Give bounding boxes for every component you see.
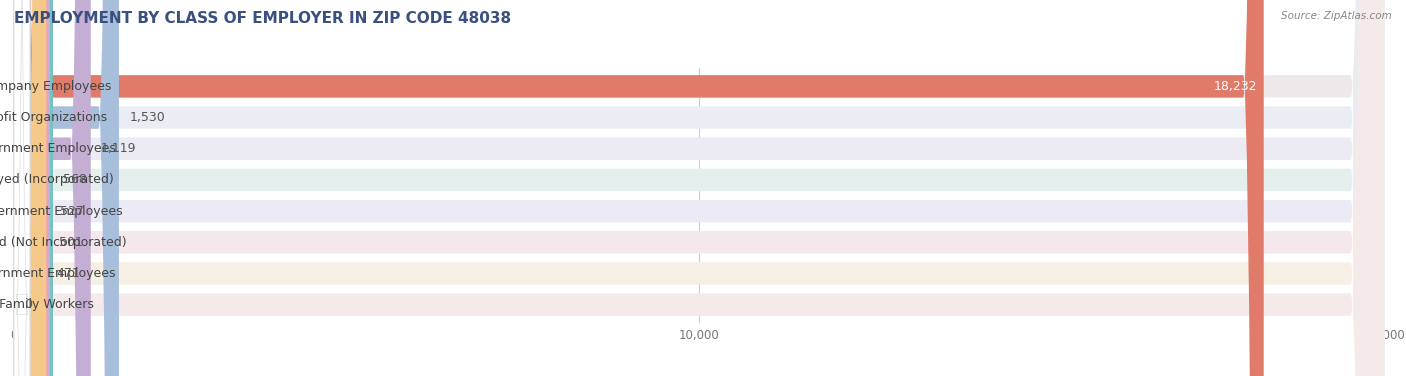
FancyBboxPatch shape [14, 0, 53, 376]
Text: Self-Employed (Incorporated): Self-Employed (Incorporated) [0, 173, 114, 186]
FancyBboxPatch shape [14, 0, 48, 376]
FancyBboxPatch shape [14, 0, 1385, 376]
Text: Source: ZipAtlas.com: Source: ZipAtlas.com [1281, 11, 1392, 21]
Text: 527: 527 [60, 205, 84, 218]
Text: Unpaid Family Workers: Unpaid Family Workers [0, 298, 93, 311]
FancyBboxPatch shape [14, 0, 30, 376]
FancyBboxPatch shape [14, 0, 1385, 376]
FancyBboxPatch shape [14, 0, 120, 376]
FancyBboxPatch shape [14, 0, 1385, 376]
Text: 501: 501 [59, 236, 83, 249]
FancyBboxPatch shape [14, 0, 46, 376]
FancyBboxPatch shape [14, 0, 51, 376]
FancyBboxPatch shape [14, 0, 1385, 376]
FancyBboxPatch shape [14, 0, 1264, 376]
FancyBboxPatch shape [14, 0, 30, 376]
Text: 1,119: 1,119 [101, 142, 136, 155]
Text: 471: 471 [56, 267, 80, 280]
Text: Private Company Employees: Private Company Employees [0, 80, 111, 93]
FancyBboxPatch shape [14, 0, 1385, 376]
FancyBboxPatch shape [14, 0, 1385, 376]
Text: Self-Employed (Not Incorporated): Self-Employed (Not Incorporated) [0, 236, 127, 249]
FancyBboxPatch shape [14, 0, 30, 376]
FancyBboxPatch shape [14, 0, 30, 376]
Text: 1,530: 1,530 [129, 111, 165, 124]
Text: State Government Employees: State Government Employees [0, 267, 115, 280]
Text: Local Government Employees: Local Government Employees [0, 142, 115, 155]
Text: 0: 0 [24, 298, 32, 311]
Text: Not-for-profit Organizations: Not-for-profit Organizations [0, 111, 107, 124]
FancyBboxPatch shape [14, 0, 30, 376]
FancyBboxPatch shape [14, 0, 30, 376]
Text: 18,232: 18,232 [1213, 80, 1257, 93]
FancyBboxPatch shape [14, 0, 30, 376]
FancyBboxPatch shape [14, 0, 1385, 376]
FancyBboxPatch shape [14, 0, 1385, 376]
FancyBboxPatch shape [14, 0, 30, 376]
Text: EMPLOYMENT BY CLASS OF EMPLOYER IN ZIP CODE 48038: EMPLOYMENT BY CLASS OF EMPLOYER IN ZIP C… [14, 11, 512, 26]
FancyBboxPatch shape [14, 0, 91, 376]
Text: 568: 568 [63, 173, 87, 186]
Text: Federal Government Employees: Federal Government Employees [0, 205, 122, 218]
